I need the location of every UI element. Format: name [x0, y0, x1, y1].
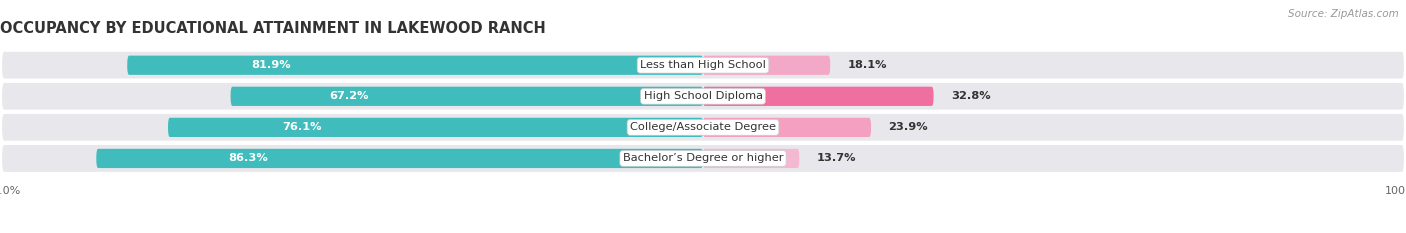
Text: 18.1%: 18.1%: [848, 60, 887, 70]
FancyBboxPatch shape: [0, 50, 1406, 80]
Text: 86.3%: 86.3%: [228, 154, 269, 163]
FancyBboxPatch shape: [231, 87, 703, 106]
Text: 32.8%: 32.8%: [950, 91, 991, 101]
FancyBboxPatch shape: [127, 56, 703, 75]
FancyBboxPatch shape: [703, 87, 934, 106]
Text: 13.7%: 13.7%: [817, 154, 856, 163]
Text: Source: ZipAtlas.com: Source: ZipAtlas.com: [1288, 9, 1399, 19]
FancyBboxPatch shape: [0, 81, 1406, 111]
Text: High School Diploma: High School Diploma: [644, 91, 762, 101]
Text: OCCUPANCY BY EDUCATIONAL ATTAINMENT IN LAKEWOOD RANCH: OCCUPANCY BY EDUCATIONAL ATTAINMENT IN L…: [0, 21, 546, 36]
FancyBboxPatch shape: [169, 118, 703, 137]
FancyBboxPatch shape: [703, 56, 830, 75]
Text: Bachelor’s Degree or higher: Bachelor’s Degree or higher: [623, 154, 783, 163]
Text: 23.9%: 23.9%: [889, 122, 928, 132]
Legend: Owner-occupied, Renter-occupied: Owner-occupied, Renter-occupied: [585, 229, 821, 233]
FancyBboxPatch shape: [703, 118, 872, 137]
FancyBboxPatch shape: [0, 113, 1406, 142]
Text: 81.9%: 81.9%: [252, 60, 291, 70]
FancyBboxPatch shape: [97, 149, 703, 168]
FancyBboxPatch shape: [0, 144, 1406, 173]
Text: Less than High School: Less than High School: [640, 60, 766, 70]
Text: 76.1%: 76.1%: [283, 122, 322, 132]
FancyBboxPatch shape: [703, 149, 799, 168]
Text: 67.2%: 67.2%: [329, 91, 368, 101]
Text: College/Associate Degree: College/Associate Degree: [630, 122, 776, 132]
